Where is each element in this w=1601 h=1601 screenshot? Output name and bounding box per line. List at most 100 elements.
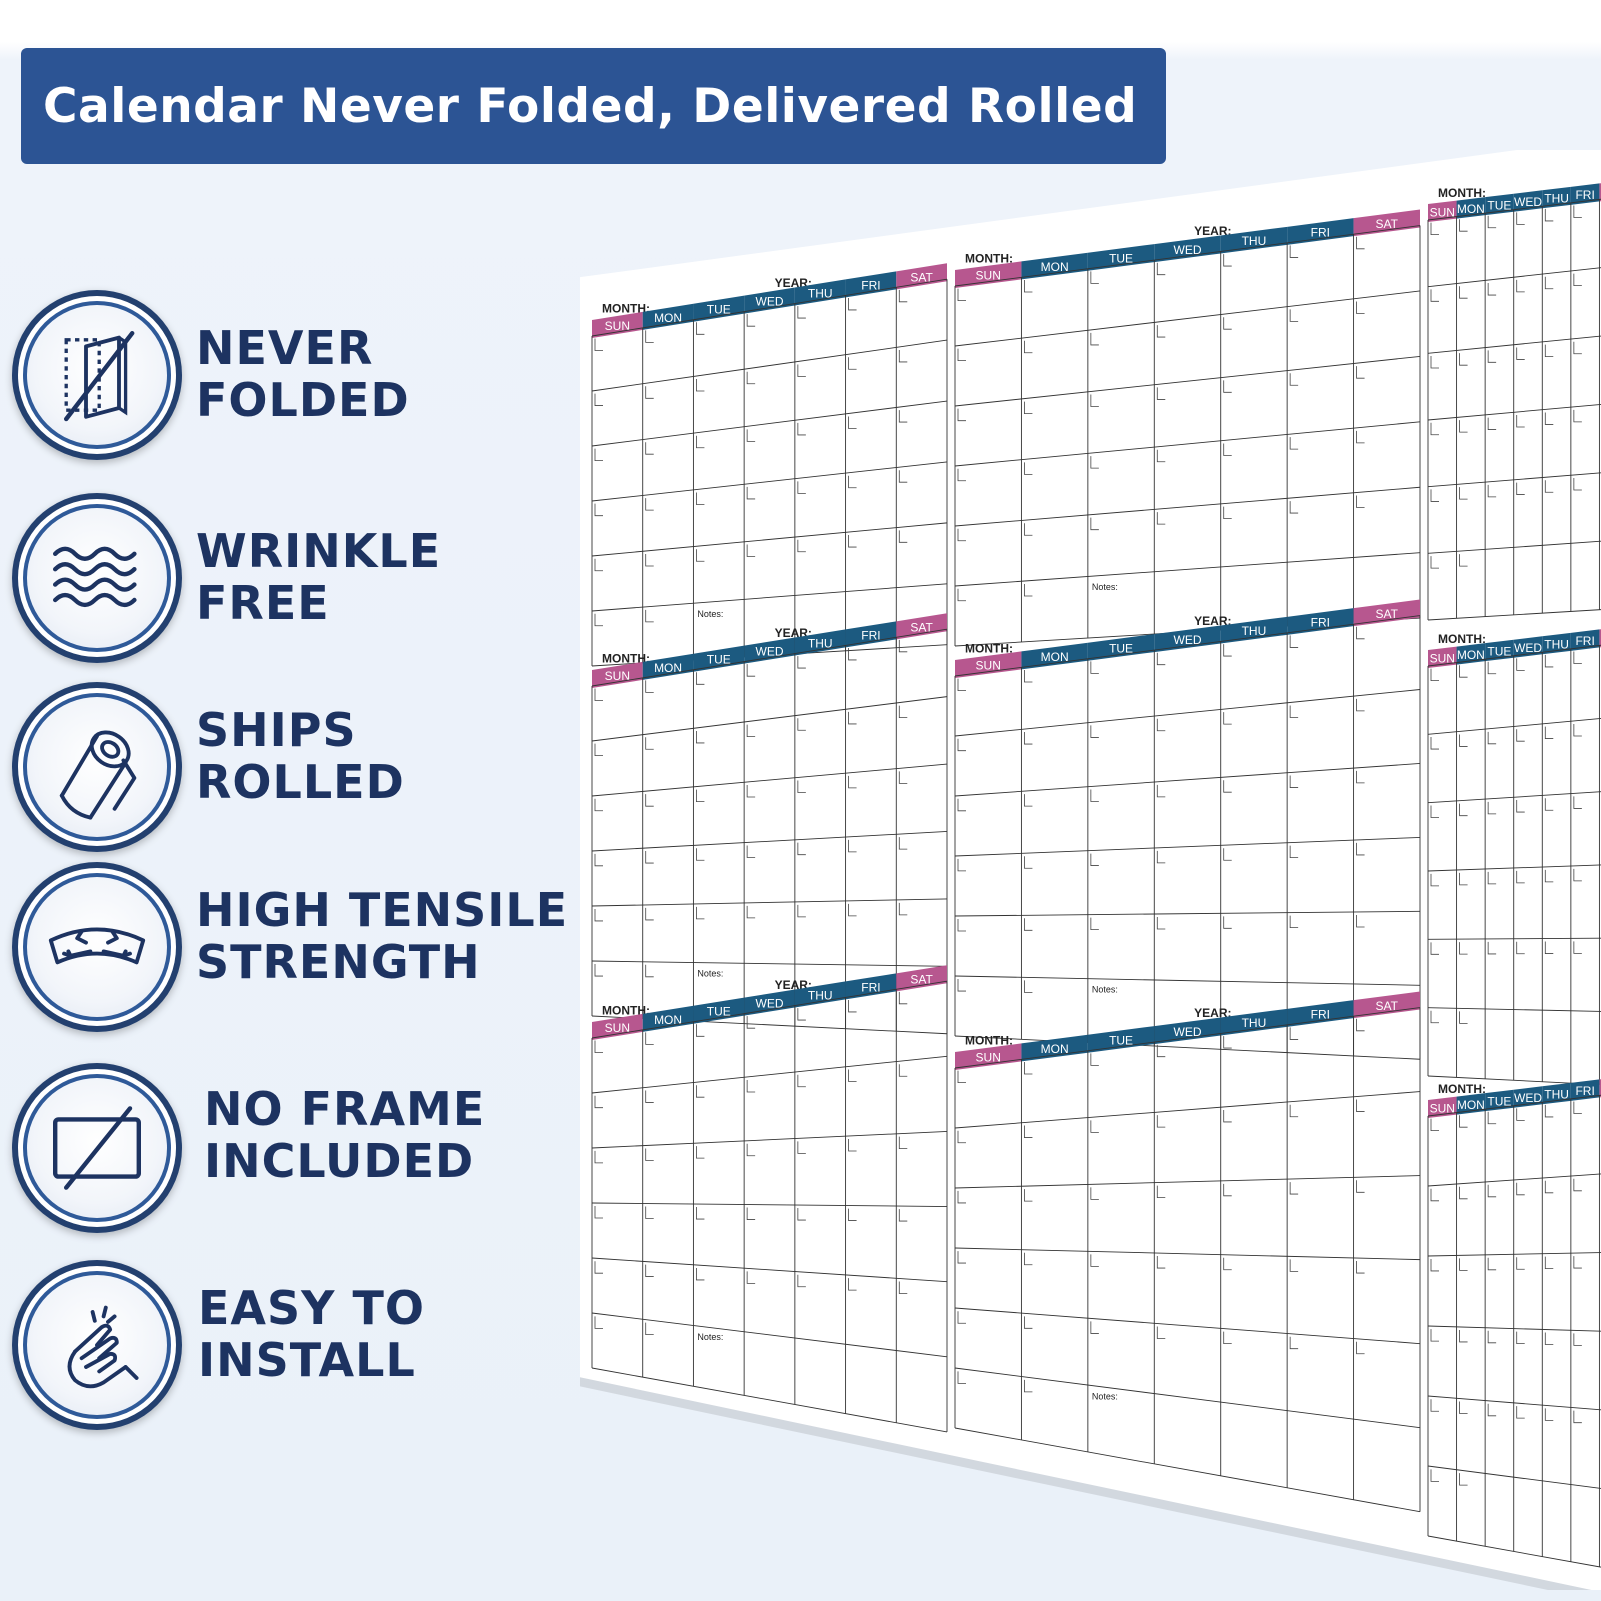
grid-line — [591, 339, 948, 392]
date-box — [1487, 871, 1497, 885]
date-box — [1356, 430, 1365, 444]
date-box — [1090, 725, 1099, 738]
rolled-paper-icon — [59, 730, 137, 820]
day-header-label: SUN — [1430, 651, 1455, 665]
date-box — [1156, 262, 1166, 276]
date-box — [797, 1074, 806, 1088]
grid-line — [1427, 198, 1601, 221]
date-box — [1223, 1036, 1232, 1049]
date-box — [1223, 317, 1232, 330]
date-box — [1289, 915, 1299, 929]
year-label: YEAR: — [775, 276, 812, 290]
day-header-bar — [1353, 209, 1420, 237]
date-box — [1487, 1257, 1497, 1271]
day-header-bar — [1570, 629, 1600, 651]
day-header-bar — [744, 637, 795, 664]
day-header-bar — [642, 303, 694, 330]
grid-line — [954, 486, 1421, 527]
date-box — [848, 416, 857, 429]
feature-badge — [12, 1260, 182, 1430]
date-box — [594, 1040, 603, 1053]
date-box — [797, 1141, 806, 1154]
date-box — [594, 1261, 603, 1274]
date-box — [1024, 462, 1033, 475]
day-header-label: THU — [1242, 234, 1267, 248]
date-box — [1024, 1252, 1033, 1266]
feature-badge — [12, 493, 182, 663]
day-header-bar — [1513, 636, 1543, 658]
date-box — [898, 1064, 908, 1077]
day-header-label: FRI — [1311, 226, 1330, 240]
date-box — [1544, 726, 1554, 739]
day-header-label: TUE — [707, 653, 731, 667]
day-header-label: TUE — [1487, 644, 1511, 658]
date-box — [1289, 1104, 1299, 1118]
day-header-bar — [1087, 634, 1155, 661]
day-header-label: FRI — [1311, 616, 1330, 630]
date-box — [1430, 737, 1439, 750]
day-header-bar — [744, 287, 795, 314]
day-header-bar — [1456, 643, 1486, 665]
date-box — [848, 1069, 857, 1082]
date-box — [746, 371, 756, 385]
date-box — [1156, 1044, 1166, 1058]
date-box — [1156, 1185, 1166, 1199]
date-box — [1573, 273, 1582, 287]
notes-label: Notes: — [1092, 1392, 1118, 1402]
day-header-label: SAT — [1376, 999, 1399, 1013]
date-box — [1356, 236, 1365, 250]
date-box — [848, 357, 857, 370]
date-box — [957, 1251, 966, 1264]
date-box — [1223, 644, 1232, 657]
date-box — [1573, 796, 1582, 809]
grid-line — [1427, 1094, 1601, 1117]
date-box — [645, 964, 654, 978]
date-box — [1544, 869, 1554, 883]
date-box — [1090, 917, 1099, 931]
date-box — [1024, 918, 1033, 931]
grid-line — [1427, 1325, 1601, 1332]
feature-label-line1: WRINKLE — [196, 524, 442, 578]
date-box — [1516, 729, 1525, 742]
day-header-bar — [1220, 616, 1288, 644]
date-box — [1223, 506, 1232, 520]
grid-line — [954, 1247, 1421, 1261]
date-box — [1516, 212, 1525, 225]
date-box — [1487, 417, 1497, 430]
date-box — [1459, 1258, 1468, 1271]
date-box — [746, 905, 756, 919]
date-box — [1544, 480, 1554, 493]
date-box — [1573, 341, 1582, 355]
day-header-bar — [1570, 1079, 1600, 1101]
date-box — [746, 314, 756, 327]
date-box — [645, 1090, 654, 1103]
date-box — [645, 553, 654, 567]
day-header-bar — [1513, 190, 1543, 212]
date-box — [746, 1271, 756, 1284]
feature-label-line1: HIGH TENSILE — [196, 883, 569, 937]
date-box — [957, 1190, 966, 1204]
date-box — [594, 1316, 603, 1329]
date-box — [696, 379, 705, 392]
grid-line — [1427, 791, 1601, 804]
date-box — [1356, 1180, 1365, 1193]
day-header-bar — [642, 1005, 694, 1032]
date-box — [1024, 401, 1033, 414]
date-box — [594, 798, 603, 812]
date-box — [1487, 283, 1497, 296]
feature-high-tensile-strength: HIGH TENSILE STRENGTH — [12, 862, 592, 1037]
date-box — [1516, 870, 1525, 884]
date-box — [957, 1311, 966, 1324]
date-box — [645, 794, 654, 807]
date-box — [1459, 554, 1468, 567]
day-header-label: MON — [654, 311, 682, 325]
date-box — [1430, 289, 1439, 302]
notes-label: Notes: — [697, 1332, 723, 1342]
day-header-label: WED — [1514, 195, 1542, 209]
date-box — [1573, 941, 1582, 954]
day-header-bar — [1485, 1089, 1514, 1112]
date-box — [746, 544, 756, 557]
date-box — [594, 853, 603, 867]
date-box — [645, 609, 654, 623]
date-box — [1356, 1018, 1365, 1032]
